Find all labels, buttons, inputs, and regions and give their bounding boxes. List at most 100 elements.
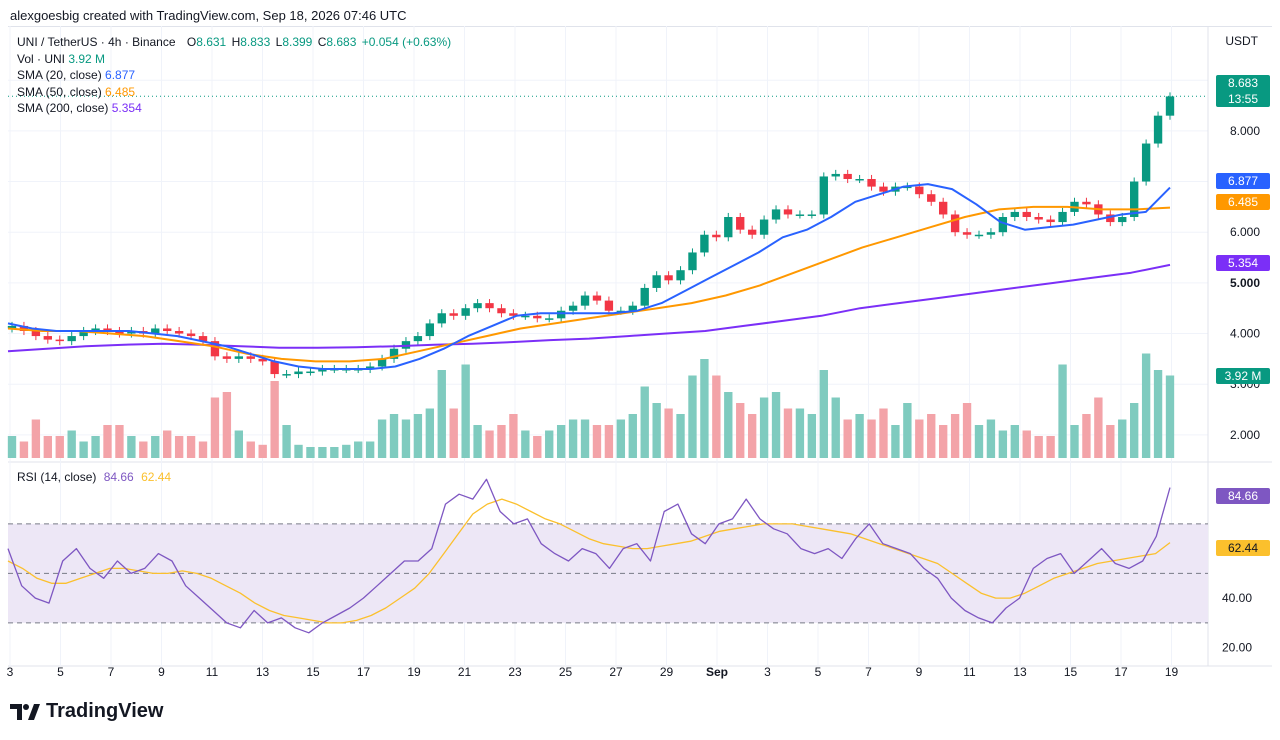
tradingview-logo-icon <box>10 703 40 720</box>
volume-bar <box>628 414 637 458</box>
sma20-line <box>7 183 1171 370</box>
volume-bar <box>401 419 411 458</box>
time-tick-label: 19 <box>1165 665 1179 679</box>
volume-bar <box>545 430 554 458</box>
volume-bar <box>855 414 864 458</box>
time-tick-label: 17 <box>1114 665 1128 679</box>
currency-label[interactable]: USDT <box>1225 34 1258 48</box>
volume-bar <box>222 392 232 458</box>
sma20-legend-value: 6.877 <box>105 68 136 82</box>
candle-body <box>163 328 172 331</box>
candle-body <box>783 209 793 215</box>
volume-bar <box>867 419 876 458</box>
symbol-label[interactable]: UNI / TetherUS · 4h · Binance <box>17 35 176 49</box>
volume-bar <box>473 425 482 458</box>
ohlc-values: O8.631 H8.833 L8.399 C8.683 +0.054 (+0.6… <box>186 35 452 49</box>
volume-bar <box>1141 353 1151 458</box>
volume-bar <box>652 403 661 458</box>
time-tick-label: 17 <box>357 665 371 679</box>
volume-bar <box>831 397 840 458</box>
volume-bar <box>389 414 399 458</box>
time-tick-label: 3 <box>764 665 771 679</box>
candle-body <box>55 339 64 342</box>
volume-bar <box>915 419 924 458</box>
candle-body <box>688 252 697 271</box>
candle-body <box>79 331 88 337</box>
time-tick-label: 25 <box>559 665 573 679</box>
volume-bar <box>986 419 996 458</box>
sma20-legend[interactable]: SMA (20, close) 6.877 <box>17 68 136 82</box>
time-tick-label: 11 <box>963 665 976 679</box>
time-tick-label: 19 <box>407 665 421 679</box>
high-value: 8.833 <box>240 35 271 49</box>
candle-body <box>759 219 769 235</box>
volume-bar <box>664 408 673 458</box>
volume-bar <box>736 403 745 458</box>
volume-bar <box>246 441 255 458</box>
price-tick-label: 6.000 <box>1230 225 1260 239</box>
candle-body <box>580 295 590 306</box>
volume-bar <box>747 414 757 458</box>
candle-body <box>294 371 303 375</box>
volume-bar <box>1118 419 1127 458</box>
time-tick-label: 13 <box>1013 665 1027 679</box>
volume-bar <box>807 414 817 458</box>
candle-body <box>1046 219 1055 223</box>
candle-body <box>67 336 76 342</box>
volume-legend-value: 3.92 M <box>68 51 106 66</box>
volume-legend[interactable]: Vol · UNI 3.92 M <box>17 51 106 66</box>
time-tick-label: 23 <box>508 665 522 679</box>
volume-bar <box>1106 425 1115 458</box>
time-tick-label: 15 <box>306 665 320 679</box>
candle-body <box>31 331 41 337</box>
candle-body <box>556 310 566 319</box>
candle-countdown: 13:55 <box>1227 92 1259 106</box>
volume-bar <box>521 430 530 458</box>
volume-bar <box>31 419 41 458</box>
volume-bar <box>1130 403 1139 458</box>
rsi-legend[interactable]: RSI (14, close) 84.66 62.44 <box>17 470 172 484</box>
candle-body <box>509 313 518 316</box>
volume-bar <box>186 436 196 458</box>
volume-bar <box>365 441 375 458</box>
volume-bar <box>342 444 351 458</box>
volume-bar <box>759 397 769 458</box>
volume-bar <box>282 425 291 458</box>
candle-body <box>1058 211 1067 223</box>
sma200-legend[interactable]: SMA (200, close) 5.354 <box>17 101 142 115</box>
tradingview-logo[interactable]: TradingView <box>10 700 163 723</box>
time-tick-label: 15 <box>1064 665 1078 679</box>
rsi-tick-label: 40.00 <box>1222 591 1252 605</box>
low-value: 8.399 <box>282 35 313 49</box>
candle-body <box>879 186 888 192</box>
sma50-legend-value: 6.485 <box>105 84 136 99</box>
sma50-legend[interactable]: SMA (50, close) 6.485 <box>17 84 136 99</box>
volume-bar <box>568 419 578 458</box>
candle-body <box>437 313 446 324</box>
sma200-legend-value: 5.354 <box>111 101 142 115</box>
volume-bar <box>1082 414 1091 458</box>
volume-bar <box>604 425 614 458</box>
volume-bar <box>306 447 315 458</box>
candle-body <box>795 214 805 216</box>
volume-bar <box>1165 375 1175 458</box>
volume-bar <box>151 436 160 458</box>
volume-bar <box>616 419 626 458</box>
candle-body <box>986 232 996 235</box>
candle-body <box>365 366 375 369</box>
volume-tag: 3.92 M <box>1216 368 1270 384</box>
volume-bar <box>1010 425 1019 458</box>
volume-bar <box>819 370 828 458</box>
volume-bar <box>1022 430 1031 458</box>
volume-bar <box>771 392 781 458</box>
candle-body <box>473 303 482 309</box>
candle-body <box>831 173 840 177</box>
candle-body <box>1130 181 1139 217</box>
candle-body <box>867 179 876 187</box>
candle-body <box>413 336 423 342</box>
candle-body <box>127 331 136 334</box>
candle-body <box>1106 214 1115 223</box>
volume-bar <box>234 430 244 458</box>
candle-body <box>1118 217 1127 223</box>
